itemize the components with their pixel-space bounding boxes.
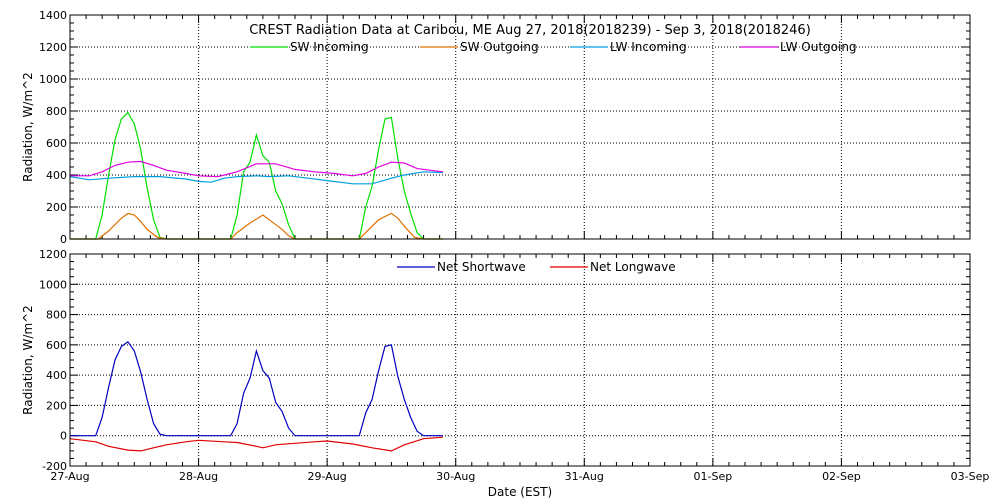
y-tick-label: 600 (46, 339, 67, 352)
y-tick-label: 0 (60, 233, 67, 246)
legend-label: Net Shortwave (437, 260, 526, 274)
x-axis-title: Date (EST) (488, 485, 552, 499)
legend-label: Net Longwave (590, 260, 676, 274)
x-tick-labels: 27-Aug 28-Aug 29-Aug 30-Aug 31-Aug 01-Sep 02-S… (50, 470, 989, 483)
y-tick-label: -200 (42, 460, 67, 473)
x-tick-label: 03-Sep (951, 470, 990, 483)
y-tick-label: 200 (46, 399, 67, 412)
y-tick-label: 600 (46, 137, 67, 150)
x-tick-label: 31-Aug (565, 470, 604, 483)
y-tick-label: 1000 (39, 73, 67, 86)
legend-label: LW Outgoing (780, 40, 857, 54)
y-tick-label: 400 (46, 169, 67, 182)
panel-1: 0 200 400 600 800 1000 1200 1400 Radiation, W/m^… (21, 9, 971, 246)
x-tick-label: 29-Aug (308, 470, 347, 483)
y-axis-title: Radiation, W/m^2 (21, 305, 35, 415)
y-tick-label: 1000 (39, 278, 67, 291)
plot-frame (69, 253, 971, 467)
series-line-sw-outgoing (70, 212, 443, 240)
legend-label: LW Incoming (610, 40, 687, 54)
series-line-lw-incoming (69, 171, 443, 185)
x-tick-label: 02-Sep (822, 470, 861, 483)
panel-2: -200 0 200 400 600 800 1000 1200 Radiation, W/m^… (21, 248, 971, 473)
chart-title: CREST Radiation Data at Caribou, ME Aug … (249, 23, 811, 38)
series-line-sw-incoming (70, 111, 443, 240)
legend-label: SW Incoming (290, 40, 369, 54)
y-tick-label: 800 (46, 309, 67, 322)
y-tick-label: 200 (46, 201, 67, 214)
y-tick-label: 1200 (39, 248, 67, 261)
x-tick-label: 27-Aug (50, 470, 89, 483)
plot-frame (69, 14, 971, 240)
y-axis-title: Radiation, W/m^2 (21, 72, 35, 182)
panels-layer: 0 200 400 600 800 1000 1200 1400 Radiation, W/m^… (21, 9, 989, 483)
x-tick-label: 28-Aug (179, 470, 218, 483)
y-tick-label: 800 (46, 105, 67, 118)
series-line-net-shortwave (70, 340, 443, 437)
x-tick-label: 01-Sep (694, 470, 733, 483)
x-tick-label: 30-Aug (436, 470, 475, 483)
legend-label: SW Outgoing (460, 40, 539, 54)
y-tick-label: 1200 (39, 41, 67, 54)
y-tick-label: 0 (60, 430, 67, 443)
y-tick-label: 1400 (39, 9, 67, 22)
y-tick-label: 400 (46, 369, 67, 382)
series-line-lw-outgoing (70, 160, 443, 178)
series-line-net-longwave (69, 436, 443, 452)
